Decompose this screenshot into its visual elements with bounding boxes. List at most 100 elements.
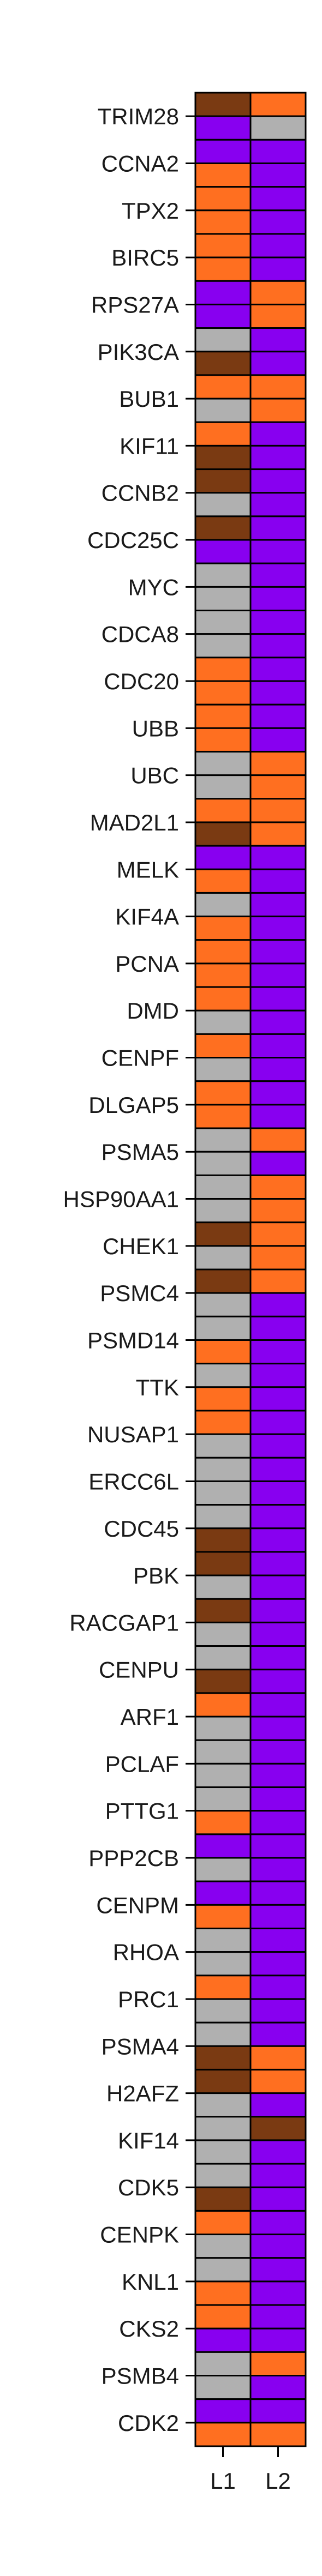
heatmap-cell [194,2257,252,2283]
heatmap-cell [194,374,252,400]
row-label: TRIM28 [98,104,179,129]
heatmap-cell [194,750,252,777]
heatmap-cell [249,233,307,258]
heatmap-cell [249,303,307,329]
row-label: CHEK1 [103,1233,179,1259]
heatmap-cell [249,1927,307,1953]
heatmap-cell [249,1574,307,1600]
row-label: KIF11 [120,433,179,459]
heatmap-cell [194,468,252,494]
heatmap-cell [194,162,252,188]
heatmap-cell [194,1198,252,1224]
heatmap-cell [249,798,307,823]
heatmap-cell [194,1975,252,2000]
heatmap-cell [194,2139,252,2165]
heatmap-cell [249,986,307,1012]
heatmap-cell [249,92,307,117]
heatmap-cell [194,1833,252,1859]
heatmap-cell [249,2045,307,2071]
row-label: HSP90AA1 [63,1187,179,1212]
heatmap-cell [249,1645,307,1671]
heatmap-cell [194,2398,252,2424]
heatmap-cell [194,1245,252,1271]
row-label: RACGAP1 [69,1610,179,1635]
heatmap-cell [249,2422,307,2447]
heatmap-cell [249,2092,307,2118]
heatmap-cell [194,515,252,541]
heatmap-cell [194,2116,252,2141]
heatmap-cell [194,2186,252,2212]
heatmap-cell [194,962,252,988]
heatmap-cell [249,1810,307,1835]
heatmap-cell [249,351,307,376]
heatmap-cell [194,868,252,894]
row-label: ERCC6L [88,1468,179,1494]
heatmap-cell [249,115,307,141]
heatmap-cell [194,1692,252,1718]
heatmap-cell [194,539,252,564]
heatmap-cell [249,515,307,541]
row-label: CCNA2 [102,151,179,176]
heatmap-cell [194,1762,252,1789]
heatmap-cell [194,1504,252,1530]
heatmap-cell [249,1057,307,1082]
heatmap-cell [249,2068,307,2094]
row-label: CDC20 [104,669,179,694]
heatmap-cell [249,1456,307,1482]
row-label: TTK [136,1375,179,1400]
heatmap-cell [249,562,307,588]
heatmap-cell [194,2163,252,2188]
heatmap-cell [194,2304,252,2330]
heatmap-cell [249,2116,307,2141]
heatmap-cell [194,2234,252,2259]
heatmap-cell [194,774,252,800]
row-label: CDCA8 [102,622,179,647]
column-labels: L1 L2 [210,2446,291,2494]
heatmap-cell [194,444,252,471]
row-label: CDC45 [104,1516,179,1542]
heatmap-cell [194,209,252,235]
heatmap-cell [249,1033,307,1059]
heatmap-cell [194,1009,252,1035]
heatmap-cell [194,1951,252,1977]
heatmap-cell [249,2375,307,2400]
row-label: PSMA4 [102,2033,179,2059]
heatmap-cell [249,1198,307,1224]
row-label: CENPM [96,1892,179,1918]
heatmap-cell [249,2210,307,2236]
heatmap-cell [194,657,252,682]
heatmap-cell [249,1410,307,1435]
heatmap-cell [249,680,307,706]
heatmap-cell [249,868,307,894]
heatmap-cell [249,1598,307,1623]
heatmap-cell [249,1151,307,1176]
heatmap-cell [194,1033,252,1059]
heatmap-cell [249,327,307,353]
heatmap-cell [194,92,252,117]
row-label: UBB [132,715,179,741]
row-label: CENPU [99,1657,179,1683]
heatmap-cell [194,2375,252,2400]
heatmap-cell [194,1621,252,1647]
heatmap-cell [249,1009,307,1035]
row-label: MYC [128,574,179,600]
heatmap-cell [194,845,252,870]
row-label: PPP2CB [88,1845,179,1871]
heatmap-cell [249,1527,307,1553]
heatmap-cell [194,1786,252,1812]
heatmap-cell [194,1339,252,1365]
heatmap-cell [249,1692,307,1718]
heatmap-cell [249,1551,307,1576]
heatmap-cell [249,916,307,941]
row-label: DMD [127,998,179,1024]
heatmap-cell [194,2422,252,2447]
heatmap-cell [249,492,307,517]
row-label: CDK5 [118,2175,179,2200]
heatmap-cell [249,421,307,447]
heatmap-cell [249,1786,307,1812]
row-label: ARF1 [121,1704,179,1730]
heatmap-cell [249,1951,307,1977]
row-label: MELK [117,857,179,882]
row-label: KIF14 [118,2128,179,2153]
